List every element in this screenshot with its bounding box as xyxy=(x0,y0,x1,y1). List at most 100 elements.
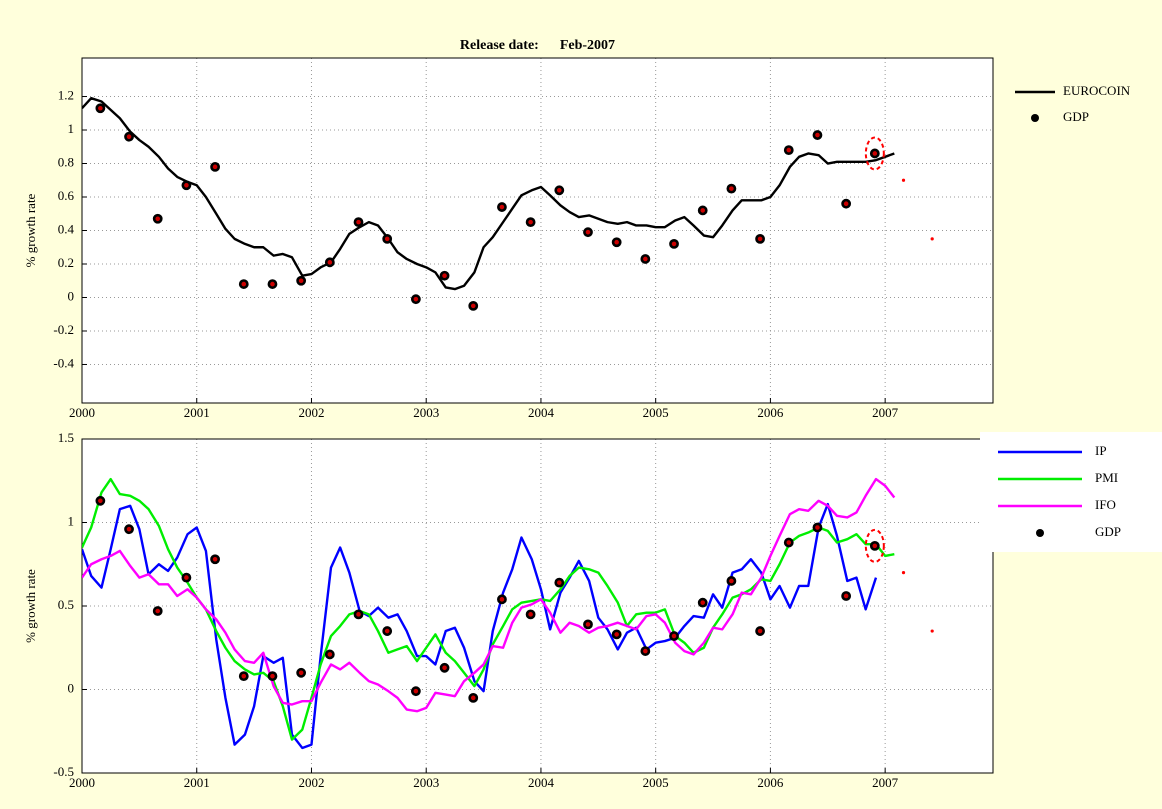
gdp-marker xyxy=(497,594,507,605)
gdp-marker xyxy=(525,609,536,620)
legend-label: PMI xyxy=(1095,470,1118,485)
gdp-marker xyxy=(410,294,421,305)
y-tick-label: 1 xyxy=(68,121,75,136)
x-tick-label: 2002 xyxy=(298,405,324,420)
gdp-marker xyxy=(353,217,364,228)
y-tick-label: 1.5 xyxy=(58,430,74,445)
plot-area xyxy=(82,58,993,403)
gdp-marker xyxy=(697,597,708,608)
legend-box xyxy=(980,432,1162,552)
gdp-marker xyxy=(783,537,794,548)
gdp-marker xyxy=(267,279,278,289)
gdp-marker xyxy=(468,692,479,703)
highlight-ring xyxy=(864,528,885,563)
y-tick-label: 0.2 xyxy=(58,255,74,270)
gdp-marker xyxy=(439,662,450,673)
gdp-marker xyxy=(755,233,765,244)
gdp-marker xyxy=(812,130,823,140)
y-tick-label: -0.2 xyxy=(53,322,74,337)
gdp-marker xyxy=(755,626,765,636)
x-tick-label: 2005 xyxy=(643,405,669,420)
chart-title: Release date: Feb-2007 xyxy=(460,38,615,53)
gdp-marker xyxy=(324,257,335,268)
gdp-marker xyxy=(382,626,393,636)
y-tick-label: 0.5 xyxy=(58,597,74,612)
gdp-marker xyxy=(841,591,852,601)
y-tick-label: 1.2 xyxy=(58,88,74,103)
gdp-marker xyxy=(783,145,794,156)
legend-label: IP xyxy=(1095,443,1107,458)
y-tick-label: 0 xyxy=(68,680,75,695)
gdp-marker xyxy=(210,554,220,565)
gdp-marker xyxy=(210,161,220,172)
gdp-marker xyxy=(726,183,737,194)
gdp-marker xyxy=(611,629,622,640)
x-tick-label: 2003 xyxy=(413,775,439,790)
x-tick-label: 2001 xyxy=(184,775,210,790)
x-tick-label: 2006 xyxy=(757,405,784,420)
gdp-marker xyxy=(468,300,479,311)
axes-box xyxy=(81,57,994,404)
x-tick-label: 2004 xyxy=(528,405,555,420)
x-tick-label: 2005 xyxy=(643,775,669,790)
x-tick-label: 2002 xyxy=(298,775,324,790)
legend-label: EUROCOIN xyxy=(1063,83,1131,98)
forecast-point xyxy=(901,571,906,575)
x-tick-label: 2000 xyxy=(69,405,95,420)
y-tick-label: 1 xyxy=(68,513,75,528)
forecast-point xyxy=(930,629,934,633)
gdp-marker xyxy=(124,131,134,142)
gdp-marker xyxy=(382,233,393,244)
gdp-marker xyxy=(554,577,565,588)
gdp-marker xyxy=(554,185,565,196)
gdp-marker xyxy=(296,667,307,678)
gdp-marker xyxy=(152,606,163,616)
axes-box xyxy=(81,438,994,774)
gdp-marker xyxy=(152,213,163,224)
legend-label: GDP xyxy=(1063,109,1089,124)
gdp-marker xyxy=(296,275,307,286)
gdp-marker xyxy=(353,609,364,620)
gdp-marker xyxy=(869,148,880,159)
y-axis-label: % growth rate xyxy=(23,193,38,267)
gdp-marker xyxy=(95,103,106,114)
series-line xyxy=(82,477,896,713)
y-tick-label: 0.6 xyxy=(58,188,75,203)
y-tick-label: 0 xyxy=(68,288,75,303)
y-tick-label: 0.4 xyxy=(58,221,75,236)
x-tick-label: 2004 xyxy=(528,775,555,790)
x-tick-label: 2001 xyxy=(184,405,210,420)
y-tick-label: -0.4 xyxy=(53,355,74,370)
gdp-marker xyxy=(181,180,192,191)
gdp-marker xyxy=(841,198,852,209)
gdp-marker xyxy=(812,522,823,533)
x-tick-label: 2007 xyxy=(872,405,899,420)
gdp-marker xyxy=(525,217,536,228)
y-tick-label: 0.8 xyxy=(58,154,74,169)
gdp-marker xyxy=(697,205,708,216)
gdp-marker xyxy=(238,279,249,289)
x-tick-label: 2003 xyxy=(413,405,439,420)
forecast-point xyxy=(930,237,934,241)
legend-label: IFO xyxy=(1095,497,1116,512)
gdp-marker xyxy=(669,238,679,249)
series-line xyxy=(82,96,895,291)
plot-area xyxy=(82,439,993,773)
legend-label: GDP xyxy=(1095,524,1121,539)
gdp-marker xyxy=(869,540,880,551)
gdp-marker xyxy=(640,254,651,264)
gdp-marker xyxy=(669,631,679,641)
legend-marker xyxy=(1036,529,1044,537)
gdp-marker xyxy=(439,270,450,281)
gdp-marker xyxy=(726,576,737,586)
gdp-marker xyxy=(583,227,593,238)
gdp-marker xyxy=(95,495,106,506)
y-tick-label: -0.5 xyxy=(53,764,74,779)
x-tick-label: 2006 xyxy=(757,775,784,790)
gdp-marker xyxy=(611,237,622,248)
gdp-marker xyxy=(324,649,335,660)
gdp-marker xyxy=(267,671,278,682)
gdp-marker xyxy=(497,202,507,212)
highlight-ring xyxy=(864,136,885,171)
